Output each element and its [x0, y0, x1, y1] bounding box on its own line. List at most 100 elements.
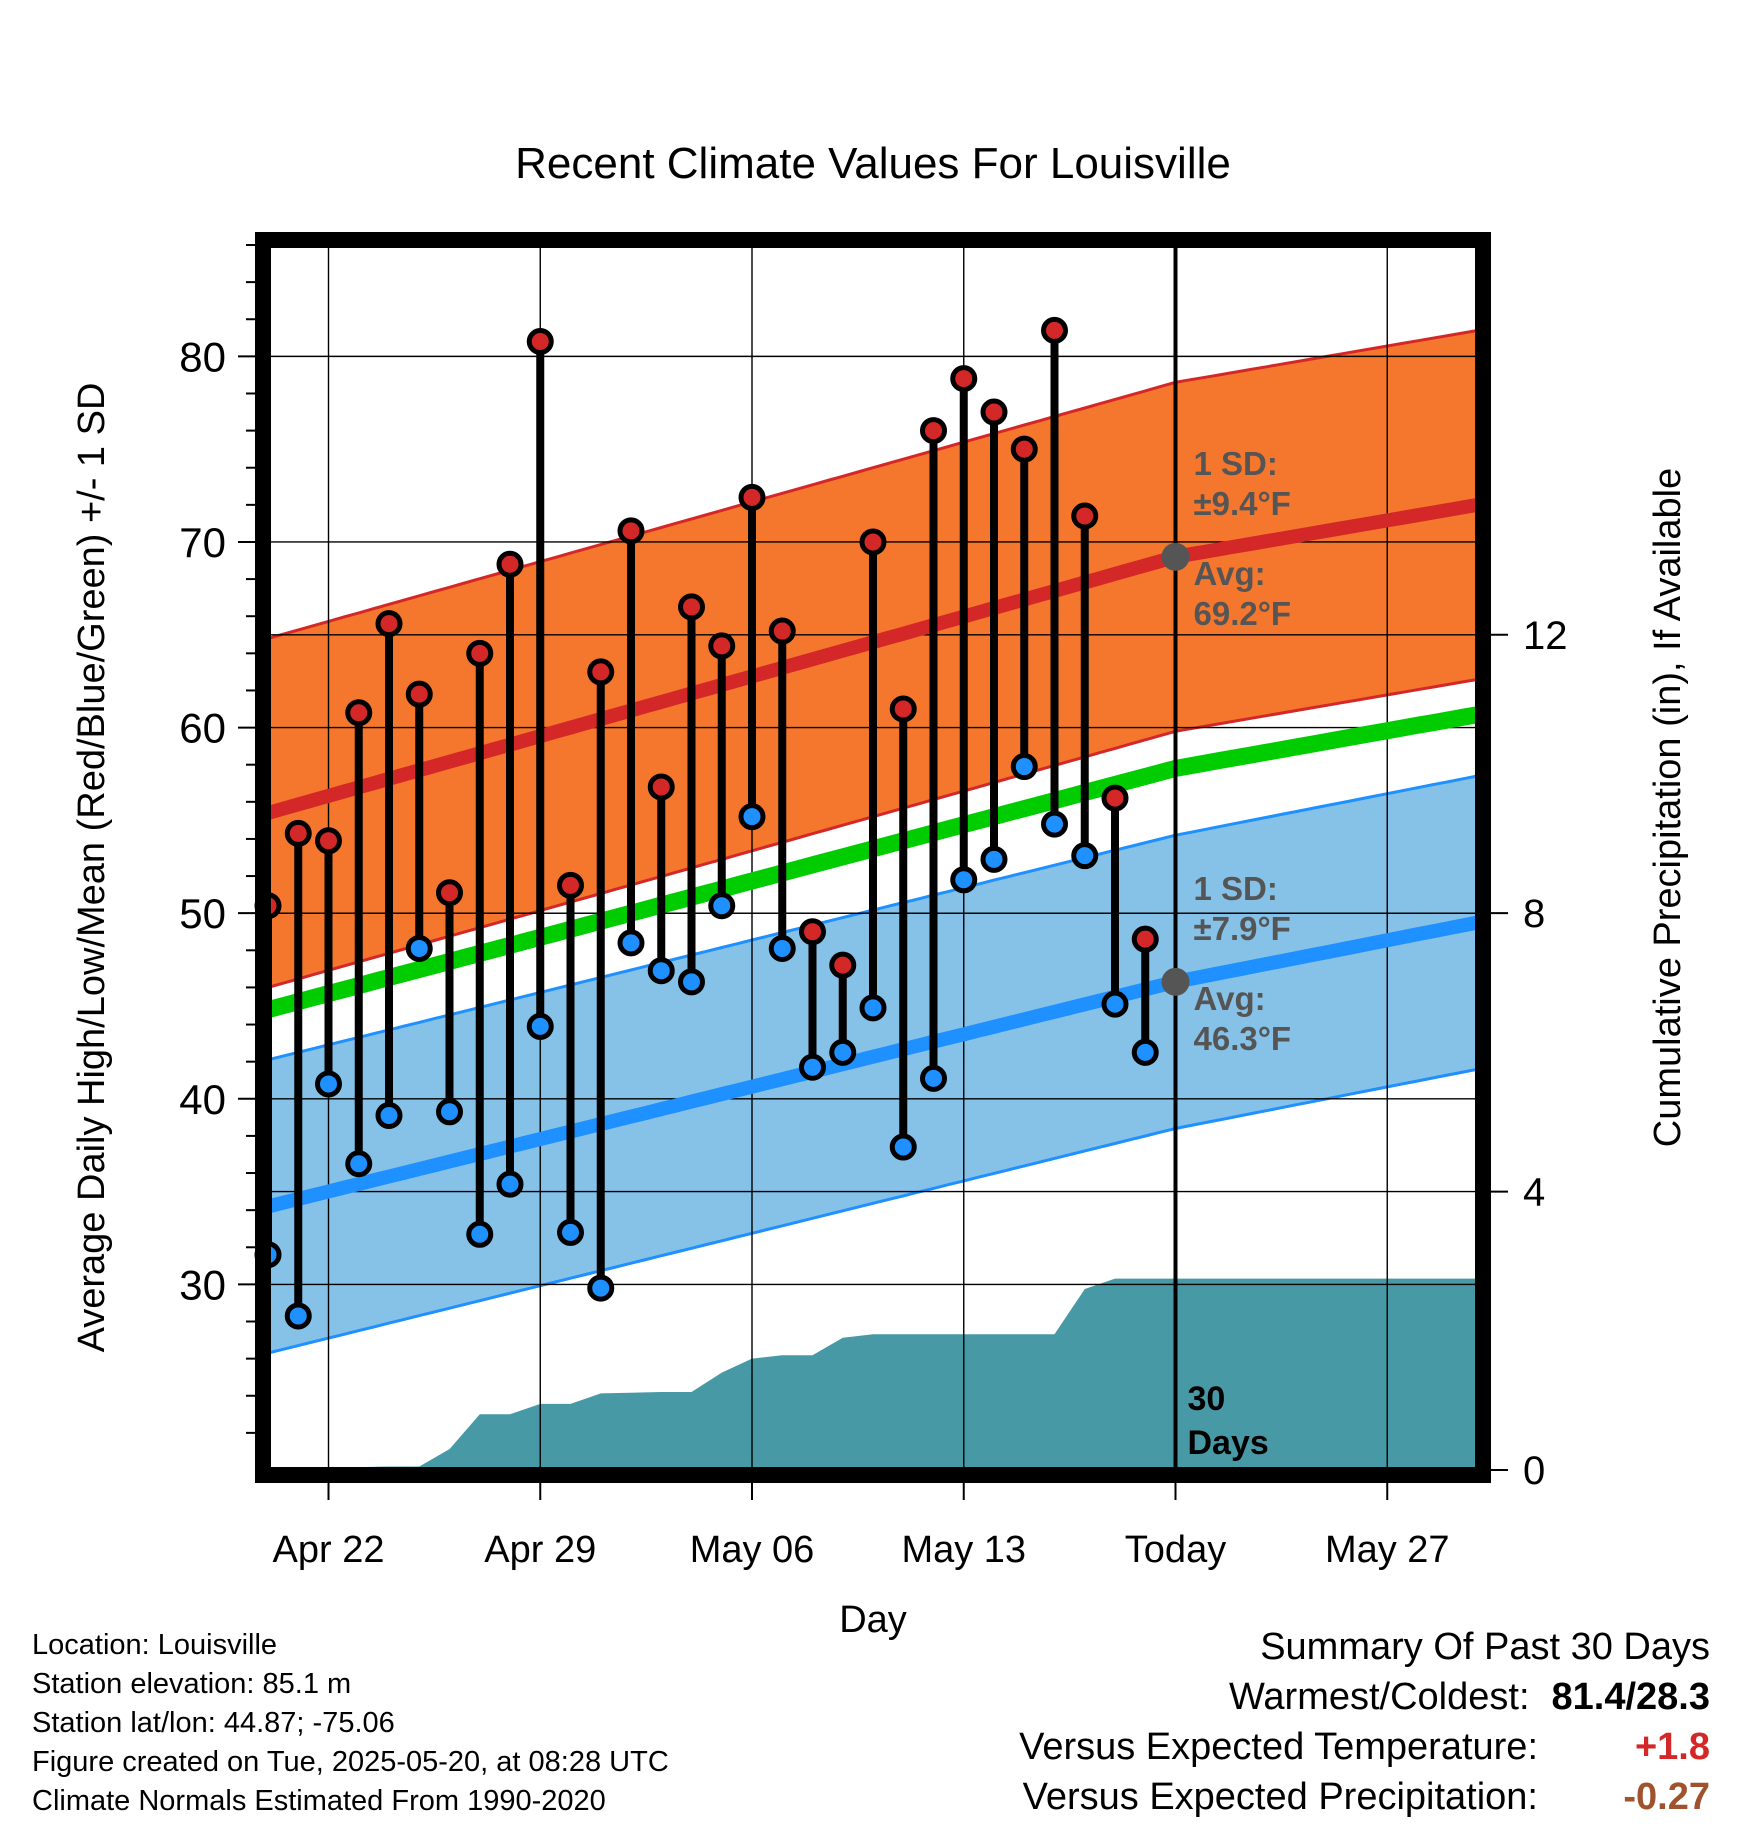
low-marker-10 [557, 1218, 584, 1246]
low-marker-19 [829, 1038, 857, 1066]
low-marker-28 [1101, 990, 1129, 1018]
meta-latlon: Station lat/lon: 44.87; -75.06 [32, 1707, 395, 1739]
y2-tick-label-4: 4 [1523, 1171, 1545, 1215]
low-marker-11 [587, 1274, 615, 1302]
y-tick-label-70: 70 [179, 519, 226, 566]
low-avg-today-marker [1161, 967, 1190, 996]
low-marker-5 [405, 934, 433, 962]
high-sd-annotation: 1 SD: ±9.4°F [1194, 445, 1291, 522]
y-axis-label: Average Daily High/Low/Mean (Red/Blue/Gr… [71, 383, 113, 1353]
low-marker-7 [466, 1220, 494, 1248]
meta-location: Location: Louisville [32, 1629, 278, 1661]
low-marker-13 [647, 957, 675, 985]
x-tick-label-2: May 06 [690, 1529, 815, 1571]
x-tick-label-1: Apr 29 [484, 1529, 596, 1571]
meta-created: Figure created on Tue, 2025-05-20, at 08… [32, 1746, 669, 1778]
summary-precip: Versus Expected Precipitation: -0.27 [1019, 1772, 1710, 1822]
high-marker-13 [647, 773, 675, 801]
low-marker-8 [496, 1170, 524, 1198]
low-marker-2 [315, 1070, 342, 1098]
low-marker-3 [345, 1150, 373, 1178]
x-axis-label: Day [839, 1599, 907, 1641]
high-marker-9 [526, 328, 554, 356]
low-marker-1 [284, 1302, 312, 1330]
y2-tick-label-8: 8 [1523, 892, 1545, 936]
low-sd-annotation: 1 SD: ±7.9°F [1194, 870, 1291, 947]
low-marker-24 [980, 845, 1008, 873]
high-marker-24 [980, 398, 1008, 426]
y-tick-label-30: 30 [179, 1261, 226, 1308]
high-marker-1 [284, 819, 312, 847]
warmest-coldest-label: Warmest/Coldest: [1228, 1676, 1530, 1718]
high-marker-25 [1010, 435, 1038, 463]
high-marker-10 [557, 871, 584, 899]
low-marker-9 [526, 1012, 554, 1040]
high-marker-4 [375, 610, 403, 638]
high-marker-27 [1071, 502, 1099, 530]
precip-anomaly-label: Versus Expected Precipitation: [1022, 1776, 1538, 1818]
high-avg-today-marker [1161, 542, 1190, 571]
high-marker-16 [738, 483, 766, 511]
high-marker-18 [799, 918, 826, 946]
high-marker-12 [617, 517, 645, 545]
precip-anomaly-value: -0.27 [1623, 1776, 1710, 1818]
summary-temp: Versus Expected Temperature: +1.8 [1019, 1722, 1710, 1772]
summary-heading: Summary Of Past 30 Days [1260, 1626, 1710, 1668]
y2-tick-label-0: 0 [1523, 1449, 1545, 1493]
high-marker-14 [678, 593, 705, 621]
high-marker-5 [405, 680, 433, 708]
low-marker-18 [799, 1053, 826, 1081]
high-marker-23 [950, 365, 978, 393]
low-marker-23 [950, 866, 978, 894]
y2-tick-label-12: 12 [1523, 614, 1568, 658]
high-marker-28 [1101, 784, 1129, 812]
low-marker-25 [1010, 753, 1038, 781]
low-avg-line [268, 915, 1478, 1214]
high-marker-11 [587, 658, 615, 686]
high-marker-3 [345, 699, 373, 727]
high-marker-20 [859, 528, 887, 556]
today-days-label: 30 Days [1188, 1380, 1269, 1462]
high-marker-7 [466, 639, 494, 667]
meta-elevation: Station elevation: 85.1 m [32, 1668, 352, 1700]
high-marker-15 [708, 632, 736, 660]
low-marker-6 [436, 1098, 463, 1126]
y-tick-label-60: 60 [179, 705, 226, 752]
y-tick-label-80: 80 [179, 333, 226, 380]
high-marker-17 [768, 617, 796, 645]
y2-axis-label: Cumulative Precipitation (in), If Availa… [1647, 468, 1689, 1147]
summary-warmest-coldest: Warmest/Coldest: 81.4/28.3 [1019, 1672, 1710, 1722]
plot-frame [255, 232, 1491, 1483]
low-marker-15 [708, 892, 736, 920]
y-tick-label-50: 50 [179, 890, 226, 937]
temp-anomaly-label: Versus Expected Temperature: [1019, 1726, 1538, 1768]
x-tick-label-4: Today [1125, 1529, 1226, 1571]
chart-title: Recent Climate Values For Louisville [515, 139, 1231, 188]
low-marker-16 [738, 803, 766, 831]
low-marker-27 [1071, 842, 1099, 870]
x-tick-label-5: May 27 [1325, 1529, 1450, 1571]
station-metadata: Location: Louisville Station elevation: … [32, 1626, 669, 1821]
low-marker-14 [678, 968, 705, 996]
high-marker-29 [1131, 925, 1159, 953]
high-marker-6 [436, 879, 463, 907]
high-marker-19 [829, 951, 857, 979]
low-marker-26 [1041, 810, 1068, 838]
meta-normals: Climate Normals Estimated From 1990-2020 [32, 1785, 606, 1817]
low-marker-22 [920, 1064, 947, 1092]
high-marker-21 [889, 695, 917, 723]
high-avg-annotation: Avg: 69.2°F [1194, 555, 1292, 632]
high-marker-2 [315, 827, 342, 855]
low-marker-21 [889, 1133, 917, 1161]
low-marker-29 [1131, 1038, 1159, 1066]
low-marker-4 [375, 1101, 403, 1129]
summary-panel: Summary Of Past 30 Days Warmest/Coldest:… [1019, 1622, 1710, 1822]
low-sd-band-lower-edge [268, 1067, 1478, 1355]
x-tick-label-3: May 13 [901, 1529, 1026, 1571]
warmest-coldest-value: 81.4/28.3 [1551, 1676, 1710, 1718]
low-avg-annotation: Avg: 46.3°F [1194, 980, 1292, 1057]
x-tick-label-0: Apr 22 [273, 1529, 385, 1571]
low-marker-20 [859, 994, 887, 1022]
y-tick-label-40: 40 [179, 1076, 226, 1123]
